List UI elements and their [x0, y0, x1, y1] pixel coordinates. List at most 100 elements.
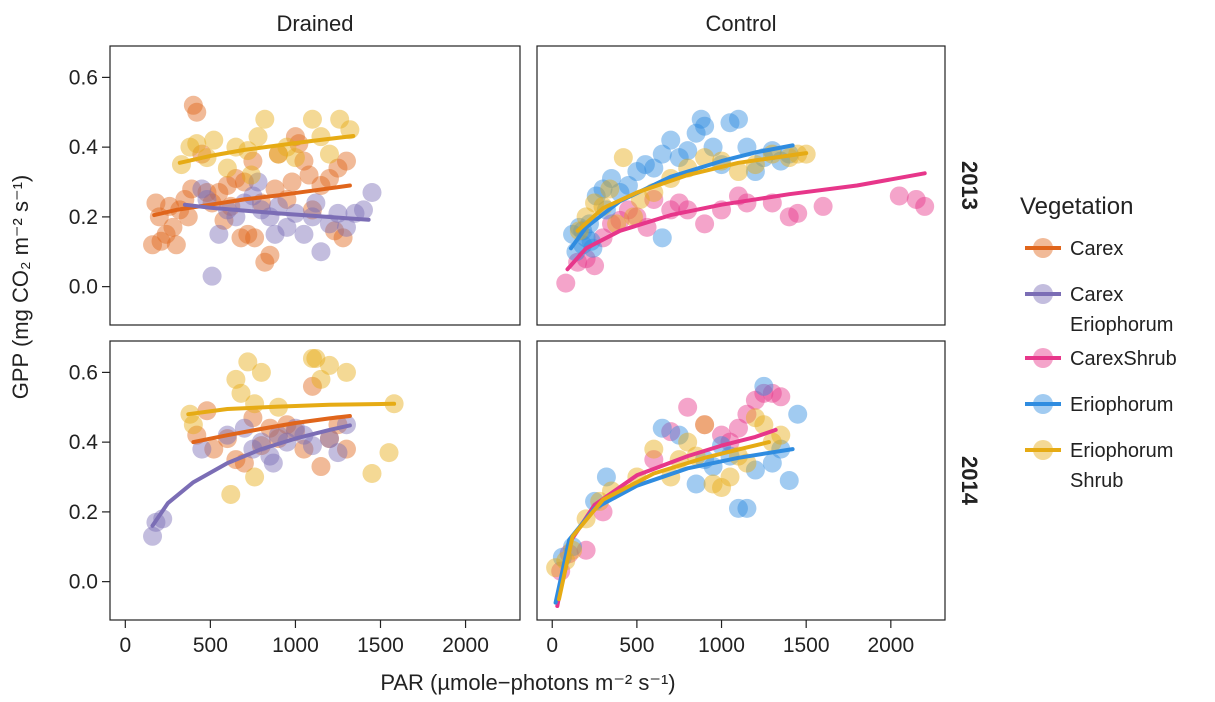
- data-point-carex: [143, 235, 163, 255]
- data-point-carexshrub: [618, 200, 638, 220]
- y-tick-label: 0.6: [69, 361, 98, 384]
- legend-entry-carex: Carex: [1025, 238, 1123, 260]
- data-point-eriophorumshrub: [226, 369, 246, 389]
- data-point-carexeriophorum: [336, 217, 356, 237]
- data-point-carexshrub: [644, 450, 664, 470]
- data-point-carexshrub: [889, 186, 909, 206]
- data-point-eriophorum: [762, 453, 782, 473]
- panel-frame: [109, 340, 521, 621]
- data-point-carexshrub: [695, 214, 715, 234]
- data-point-carex: [325, 221, 345, 241]
- data-point-eriophorum: [745, 162, 765, 182]
- data-point-eriophorumshrub: [183, 415, 203, 435]
- data-point-eriophorum: [669, 148, 689, 168]
- data-point-eriophorum: [635, 155, 655, 175]
- data-point-carexeriophorum: [251, 200, 271, 220]
- data-point-carexeriophorum: [328, 443, 348, 463]
- data-point-carex: [245, 228, 265, 248]
- data-point-eriophorumshrub: [311, 369, 331, 389]
- data-point-carexeriophorum: [302, 436, 322, 456]
- fit-line-eriophorumshrub: [186, 401, 397, 417]
- data-point-eriophorumshrub: [695, 415, 715, 435]
- data-point-carexshrub: [556, 273, 576, 293]
- data-point-carexshrub: [813, 196, 833, 216]
- data-point-eriophorumshrub: [245, 467, 265, 487]
- panel-frame: [536, 340, 946, 621]
- data-point-carex: [231, 228, 251, 248]
- data-point-carex: [182, 179, 202, 199]
- legend-label: Eriophorum: [1070, 394, 1173, 416]
- data-point-eriophorum: [601, 169, 621, 189]
- data-point-carexeriophorum: [143, 526, 163, 546]
- data-point-eriophorumshrub: [712, 477, 732, 497]
- data-point-eriophorum: [644, 158, 664, 178]
- data-point-carex: [178, 207, 198, 227]
- data-point-eriophorumshrub: [187, 134, 207, 154]
- x-axis-title: PAR (µmole−photons m⁻² s⁻¹): [380, 670, 675, 695]
- data-point-eriophorum: [652, 144, 672, 164]
- data-point-carexeriophorum: [294, 224, 314, 244]
- data-point-eriophorum: [737, 498, 757, 518]
- panel-frame: [536, 45, 946, 326]
- data-point-eriophorumshrub: [613, 148, 633, 168]
- data-point-eriophorumshrub: [268, 144, 288, 164]
- data-point-carexshrub: [745, 390, 765, 410]
- x-tick-label: 1500: [783, 634, 830, 657]
- data-point-carex: [336, 439, 356, 459]
- data-point-carexeriophorum: [277, 217, 297, 237]
- y-tick-label: 0.4: [69, 431, 99, 454]
- data-point-eriophorum: [586, 186, 606, 206]
- fit-line-carexeriophorum: [150, 423, 352, 528]
- y-tick-label: 0.4: [69, 136, 99, 159]
- data-point-carexshrub: [762, 383, 782, 403]
- y-tick-label: 0.0: [69, 276, 98, 299]
- row-label-2014: 2014: [957, 456, 982, 506]
- data-point-carexeriophorum: [362, 182, 382, 202]
- data-point-carex: [255, 252, 275, 272]
- data-point-carex: [183, 95, 203, 115]
- data-point-carex: [319, 429, 339, 449]
- data-point-eriophorumshrub: [728, 162, 748, 182]
- fit-line-carex: [191, 414, 352, 445]
- data-point-carex: [166, 235, 186, 255]
- legend-entry-eriophorum: Eriophorum: [1025, 394, 1173, 416]
- data-point-eriophorumshrub: [171, 155, 191, 175]
- data-point-carexshrub: [779, 207, 799, 227]
- fit-line-eriophorumshrub: [177, 134, 356, 165]
- data-point-eriophorumshrub: [238, 352, 258, 372]
- data-point-carexeriophorum: [192, 179, 212, 199]
- panel-drained-2014: 0.0 0.2 0.4 0.6 0 500 1000 1500 2000: [69, 340, 521, 657]
- data-point-eriophorum: [695, 116, 715, 136]
- data-point-carexeriophorum: [268, 425, 288, 445]
- fit-line-carexshrub: [565, 171, 927, 272]
- data-point-carex: [243, 151, 263, 171]
- data-point-eriophorumshrub: [695, 148, 715, 168]
- data-point-eriophorumshrub: [245, 394, 265, 414]
- fit-line-eriophorumshrub: [575, 151, 809, 233]
- panel-drained-2013: 0.0 0.2 0.4 0.6: [69, 45, 521, 326]
- data-point-eriophorumshrub: [644, 439, 664, 459]
- data-point-eriophorumshrub: [285, 148, 305, 168]
- data-point-eriophorum: [728, 498, 748, 518]
- data-point-eriophorumshrub: [600, 179, 620, 199]
- data-point-eriophorumshrub: [623, 207, 643, 227]
- data-point-eriophorumshrub: [231, 383, 251, 403]
- data-point-carex: [204, 439, 224, 459]
- data-point-eriophorum: [703, 137, 723, 157]
- y-axis-title: GPP (mg CO₂ m⁻² s⁻¹): [8, 175, 33, 399]
- data-point-carexeriophorum: [209, 224, 229, 244]
- data-point-eriophorumshrub: [362, 464, 382, 484]
- legend-label: CarexShrub: [1070, 348, 1177, 370]
- data-point-eriophorum: [669, 425, 689, 445]
- y-tick-label: 0.6: [69, 66, 98, 89]
- data-point-carex: [302, 376, 322, 396]
- data-point-carexshrub: [601, 214, 621, 234]
- data-point-carex: [333, 228, 353, 248]
- data-point-carex: [299, 165, 319, 185]
- legend-entry-carexshrub: CarexShrub: [1025, 348, 1177, 370]
- data-point-carex: [238, 224, 258, 244]
- data-point-carexshrub: [644, 189, 664, 209]
- column-label-drained: Drained: [276, 11, 353, 36]
- data-point-eriophorum: [618, 176, 638, 195]
- data-point-carex: [294, 439, 314, 459]
